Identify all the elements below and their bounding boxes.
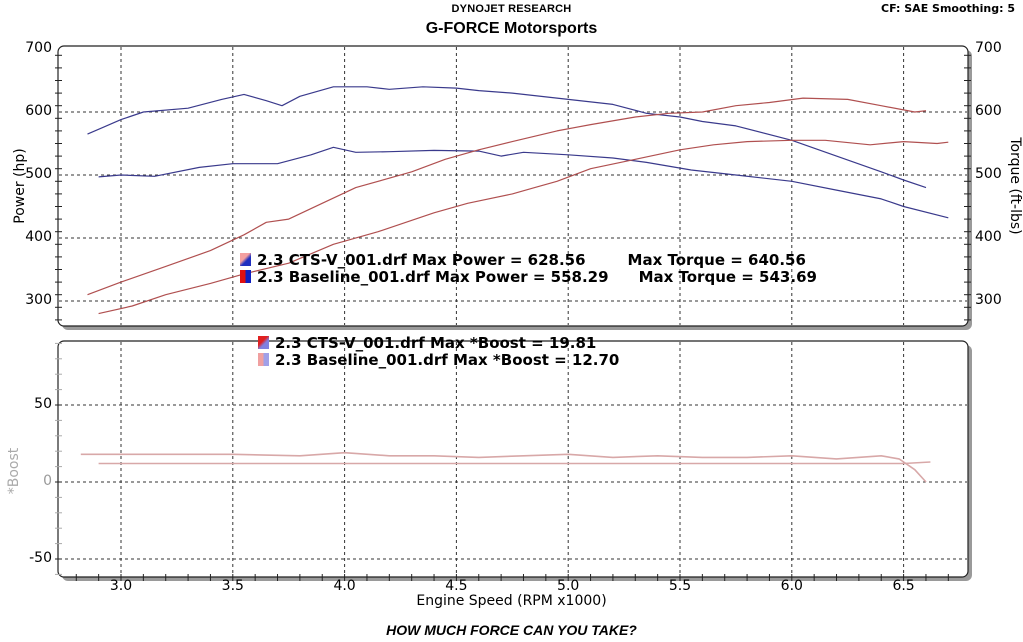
correction-settings: CF: SAE Smoothing: 5 (881, 2, 1015, 15)
tick-label: 0 (43, 473, 52, 489)
tick-label: 400 (25, 229, 52, 245)
curve-2-3-baseline-001-drf-torque (98, 146, 949, 219)
curve-2-3-cts-v-001-drf-torque (87, 86, 927, 189)
power-torque-panel (57, 45, 972, 330)
baseline-boost-swatch-icon (258, 353, 269, 366)
tick-label: 3.5 (221, 578, 244, 594)
legend-item-ctsv-boost: 2.3 CTS-V_001.drf Max *Boost = 19.81 (258, 334, 619, 352)
boost-gridlines (59, 342, 967, 576)
tick-label: -50 (29, 550, 52, 566)
tick-label: 5.5 (668, 578, 692, 594)
power-axis-title: Power (hp) (12, 148, 28, 224)
legend-item-ctsv-power: 2.3 CTS-V_001.drf Max Power = 628.56 Max… (240, 251, 817, 269)
tagline: HOW MUCH FORCE CAN YOU TAKE? (386, 622, 637, 638)
legend-item-baseline-power: 2.3 Baseline_001.drf Max Power = 558.29 … (240, 268, 817, 286)
top-gridlines (59, 47, 967, 325)
tick-label: 600 (25, 103, 52, 119)
tick-label: 400 (975, 229, 1002, 245)
boost-panel (57, 340, 972, 581)
legend-top: 2.3 CTS-V_001.drf Max Power = 628.56 Max… (240, 251, 817, 286)
tick-label: 6.5 (892, 578, 915, 594)
tick-label: 6.0 (780, 578, 803, 594)
legend-item-baseline-boost: 2.3 Baseline_001.drf Max *Boost = 12.70 (258, 351, 619, 369)
curve-2-3-cts-v-001-drf-power (87, 97, 927, 296)
tick-label: 300 (975, 292, 1002, 308)
power-torque-curves (87, 86, 949, 315)
tick-label: 4.0 (333, 578, 356, 594)
torque-axis-title: Torque (ft-lbs) (1007, 137, 1023, 235)
tick-label: 500 (975, 166, 1002, 182)
curve-2-3-baseline-001-drf-power (98, 139, 949, 315)
tick-label: 300 (25, 292, 52, 308)
baseline-swatch-icon (240, 270, 251, 283)
rpm-axis-title: Engine Speed (RPM x1000) (416, 593, 607, 609)
curve-2-3-cts-v-001-drf-boost (80, 451, 927, 483)
legend-bottom: 2.3 CTS-V_001.drf Max *Boost = 19.81 2.3… (258, 334, 619, 369)
axis-ticks (55, 54, 971, 581)
dyno-subtitle: DYNOJET RESEARCH (451, 3, 572, 15)
tick-label: 500 (25, 166, 52, 182)
curve-2-3-baseline-001-drf-boost (98, 461, 931, 465)
chart-title: G-FORCE Motorsports (425, 20, 598, 37)
tick-label: 700 (975, 40, 1002, 56)
tick-label: 600 (975, 103, 1002, 119)
boost-curves (80, 451, 931, 483)
ctsv-swatch-icon (240, 253, 251, 266)
boost-axis-title: *Boost (6, 447, 22, 495)
ctsv-boost-swatch-icon (258, 336, 269, 349)
tick-label: 50 (34, 396, 52, 412)
tick-label: 700 (25, 40, 52, 56)
tick-label: 4.5 (445, 578, 468, 594)
tick-label: 3.0 (109, 578, 133, 594)
tick-label: 5.0 (557, 578, 580, 594)
